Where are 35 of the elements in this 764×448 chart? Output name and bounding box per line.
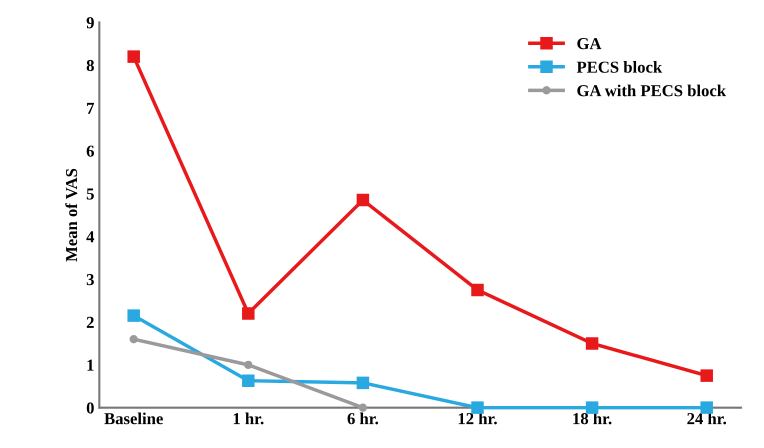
x-tick-label: 18 hr.: [573, 412, 612, 424]
point: [242, 307, 255, 320]
point: [356, 194, 370, 206]
point: [242, 374, 255, 387]
y-axis-title: Mean of VAS: [65, 168, 78, 262]
y-tick-label: 0: [86, 402, 94, 414]
point: [244, 360, 252, 370]
y-tick-label: 3: [86, 274, 94, 286]
point: [127, 309, 140, 322]
y-tick-label: 4: [86, 231, 94, 242]
y-tick-label: 8: [86, 60, 94, 72]
x-tick-label: 12 hr.: [458, 412, 497, 424]
point: [127, 50, 140, 63]
y-tick-label: 1: [87, 360, 94, 371]
x-tick-label: 6 hr.: [348, 412, 378, 424]
legend-label: PECS block: [576, 61, 662, 73]
point: [700, 401, 713, 414]
legend-label: GA: [577, 38, 602, 50]
x-tick-label: 24 hr.: [687, 412, 726, 424]
point: [471, 284, 484, 296]
x-tick-label: Baseline: [104, 412, 163, 424]
y-tick-label: 6: [86, 146, 94, 157]
legend-label: GA with PECS block: [577, 84, 726, 96]
y-tick-label: 2: [86, 316, 94, 328]
y-tick-label: 9: [86, 17, 94, 28]
point: [356, 376, 370, 390]
point: [700, 369, 713, 382]
point: [471, 401, 484, 414]
x-tick-label: 1 hr.: [234, 412, 264, 424]
y-tick-label: 5: [86, 188, 94, 200]
point: [586, 337, 598, 350]
y-tick-label: 7: [87, 102, 94, 114]
point: [358, 404, 368, 412]
point: [586, 401, 598, 414]
point: [130, 335, 138, 344]
